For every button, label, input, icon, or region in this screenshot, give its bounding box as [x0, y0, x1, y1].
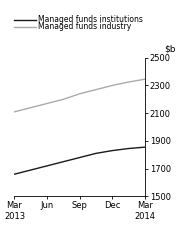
Text: $b: $b — [164, 44, 176, 53]
Text: Managed funds industry: Managed funds industry — [38, 22, 131, 31]
Text: Managed funds institutions: Managed funds institutions — [38, 15, 143, 24]
